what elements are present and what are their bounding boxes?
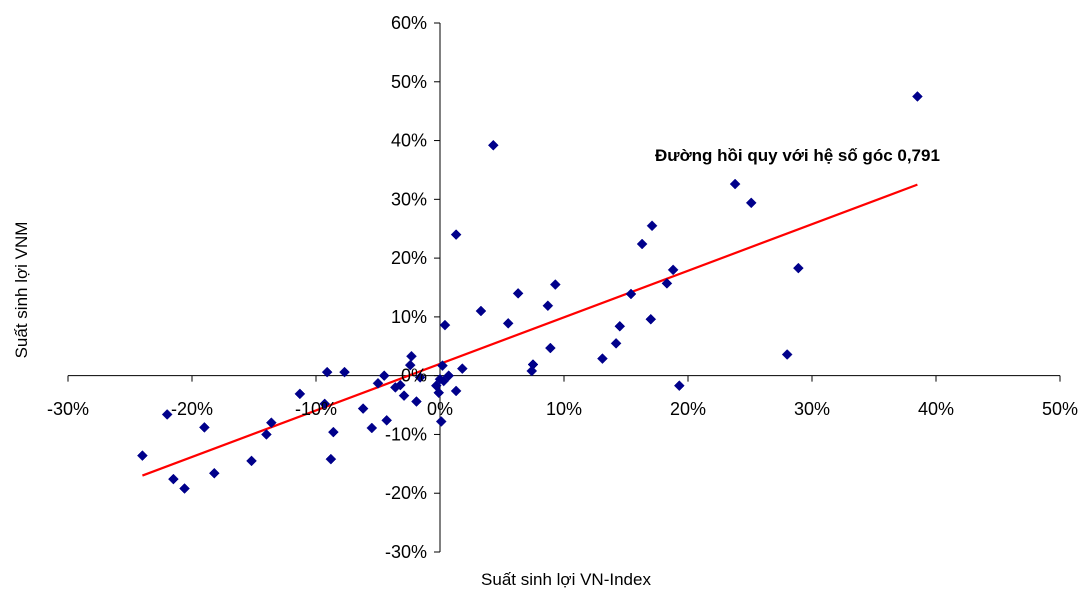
data-point xyxy=(161,409,173,420)
y-tick-label: 10% xyxy=(391,307,427,327)
y-tick-label: 30% xyxy=(391,189,427,209)
data-point xyxy=(439,319,451,331)
data-point xyxy=(456,363,468,374)
data-point xyxy=(793,262,804,274)
data-point xyxy=(502,318,514,329)
data-point xyxy=(435,416,447,427)
data-point xyxy=(450,385,462,397)
data-point xyxy=(781,349,793,360)
data-point xyxy=(597,353,608,364)
data-point xyxy=(328,426,339,438)
data-point xyxy=(475,305,487,317)
data-point xyxy=(527,359,539,370)
x-tick-label: 30% xyxy=(794,399,830,419)
data-point xyxy=(450,229,462,240)
regression-line xyxy=(142,183,918,477)
x-tick-label: 10% xyxy=(546,399,582,419)
data-point xyxy=(614,320,626,332)
x-tick-label: 40% xyxy=(918,399,954,419)
y-tick-label: 0% xyxy=(401,366,427,386)
x-axis-title: Suất sinh lợi VN-Index xyxy=(481,570,651,589)
tick-labels: -30% -20% -10% 0% 10% 20% 30% 40% 50%-30%-20%-10… xyxy=(47,13,1078,562)
data-point xyxy=(673,380,685,392)
data-point xyxy=(636,238,648,250)
y-tick-label: -10% xyxy=(385,424,427,444)
data-point xyxy=(542,300,554,312)
data-point xyxy=(487,139,499,151)
data-point xyxy=(625,288,637,300)
data-point xyxy=(512,288,524,299)
data-point xyxy=(261,429,272,440)
data-point xyxy=(168,473,179,485)
data-point xyxy=(199,422,210,433)
data-point xyxy=(729,178,741,190)
x-tick-label: -30% xyxy=(47,399,89,419)
data-point xyxy=(437,360,448,372)
y-tick-label: -30% xyxy=(385,542,427,562)
data-point xyxy=(266,417,277,429)
y-tick-label: 20% xyxy=(391,248,427,268)
data-point xyxy=(912,91,923,102)
y-axis-title: Suất sinh lợi VNM xyxy=(12,222,31,359)
y-tick-label: 40% xyxy=(391,131,427,151)
x-tick-label: -10% xyxy=(295,399,337,419)
data-point xyxy=(137,450,148,461)
data-point xyxy=(414,372,426,383)
data-point xyxy=(610,337,622,349)
data-point xyxy=(179,483,190,494)
regression-layer xyxy=(142,183,918,477)
data-point xyxy=(398,390,410,402)
y-tick-label: 50% xyxy=(391,72,427,92)
x-tick-label: 0% xyxy=(427,399,453,419)
data-point xyxy=(745,197,757,209)
data-point xyxy=(549,279,561,290)
data-point xyxy=(208,467,220,479)
x-tick-label: -20% xyxy=(171,399,213,419)
data-point xyxy=(321,366,333,378)
data-point xyxy=(372,377,384,389)
data-point xyxy=(661,278,673,289)
data-point xyxy=(645,313,657,325)
data-point xyxy=(319,398,331,410)
data-point xyxy=(646,220,658,232)
data-point xyxy=(339,366,350,378)
data-point xyxy=(406,350,417,362)
x-tick-label: 20% xyxy=(670,399,706,419)
data-point xyxy=(394,379,406,391)
data-point xyxy=(433,387,445,399)
data-point xyxy=(357,403,369,414)
data-point xyxy=(366,422,378,434)
data-point xyxy=(404,359,416,371)
regression-annotation: Đường hồi quy với hệ số góc 0,791 xyxy=(655,146,940,165)
data-point xyxy=(545,342,556,354)
x-tick-label: 50% xyxy=(1042,399,1078,419)
data-point xyxy=(443,370,455,382)
data-point xyxy=(411,396,422,407)
data-point xyxy=(378,370,390,382)
y-tick-label: -20% xyxy=(385,483,427,503)
y-tick-label: 60% xyxy=(391,13,427,33)
data-point xyxy=(294,388,306,400)
data-point xyxy=(325,453,337,465)
data-points xyxy=(137,91,923,494)
data-point xyxy=(246,455,257,467)
data-point xyxy=(667,264,679,276)
data-point xyxy=(381,414,393,426)
